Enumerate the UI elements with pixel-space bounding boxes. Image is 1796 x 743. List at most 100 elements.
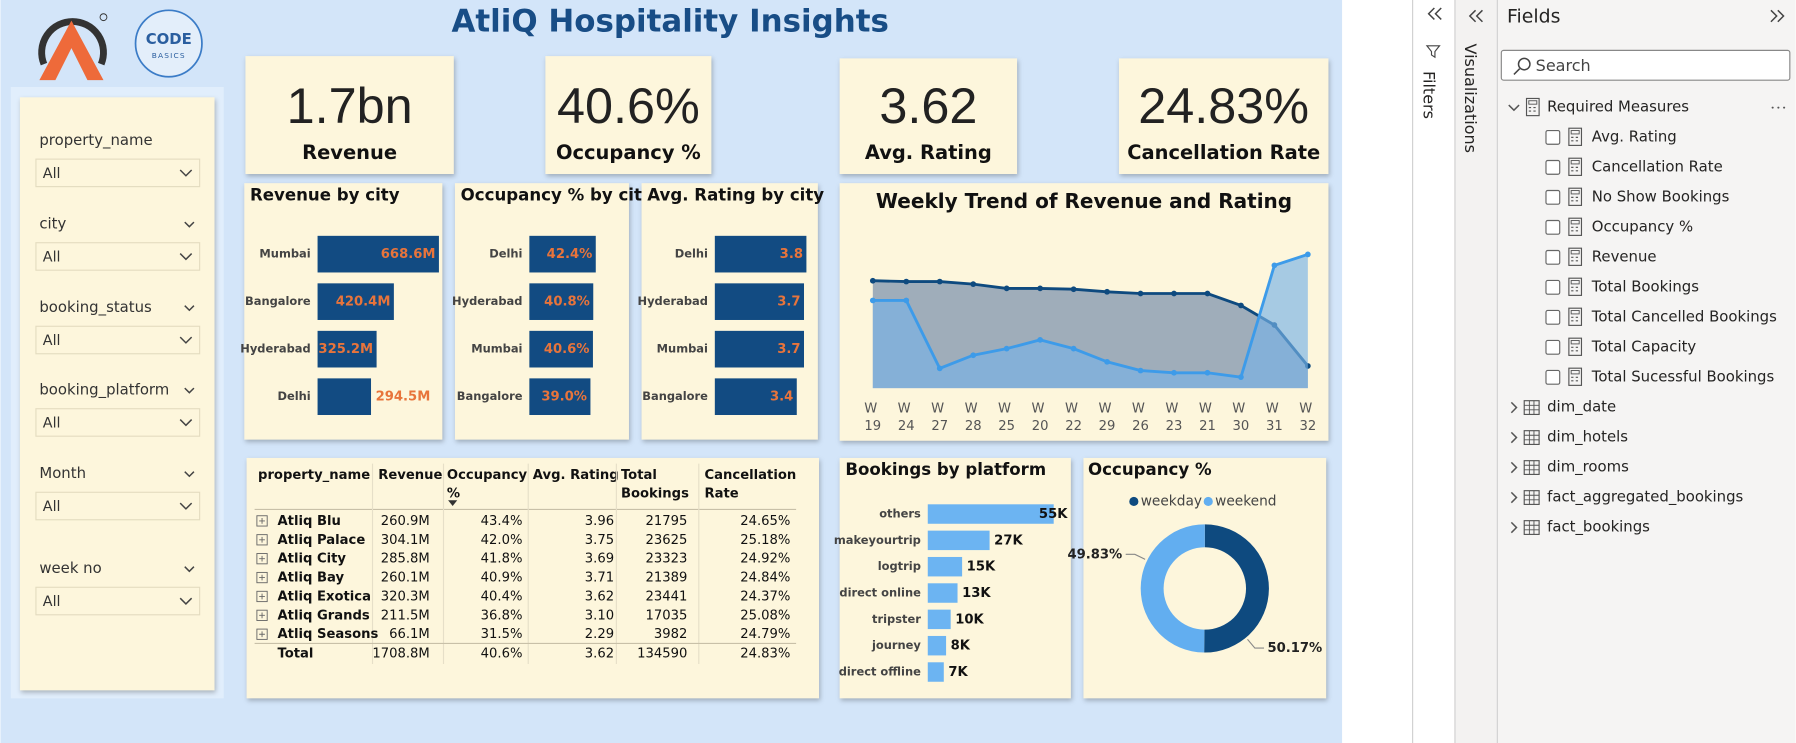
- field-checkbox[interactable]: [1545, 279, 1561, 295]
- more-icon: [1777, 106, 1780, 109]
- legend-marker: [1203, 496, 1213, 507]
- measure-icon: [1568, 127, 1583, 146]
- x-tick-label: W 30: [1232, 402, 1249, 434]
- column-header: Cancellation Rate: [705, 468, 801, 501]
- measure-icon: [1568, 187, 1583, 206]
- expand-icon[interactable]: [256, 590, 268, 603]
- slicer-dropdown[interactable]: [35, 491, 201, 521]
- slicer-dropdown[interactable]: [35, 242, 201, 271]
- table-cell: 24.65%: [740, 514, 790, 529]
- slicer-dropdown[interactable]: [35, 408, 201, 437]
- expand-icon[interactable]: [256, 534, 268, 546]
- measure-icon: [1570, 160, 1580, 165]
- row-header: Atliq Grands: [277, 608, 369, 623]
- slicer-value: All: [43, 250, 61, 266]
- logo-ring: [38, 18, 107, 66]
- table-cell: 21389: [645, 571, 687, 586]
- table-cell: 260.9M: [381, 514, 430, 529]
- collapse-icon: [1434, 7, 1442, 20]
- point: [869, 277, 876, 284]
- chart-title: Occupancy %: [1088, 460, 1212, 479]
- expand-icon[interactable]: [256, 515, 268, 527]
- slicer-value: All: [43, 166, 61, 182]
- slicer-value: All: [43, 333, 61, 349]
- slicer-dropdown[interactable]: [35, 158, 201, 188]
- bar: [529, 378, 591, 416]
- data-label: 49.83%: [1067, 547, 1122, 562]
- table-cell: 211.5M: [381, 608, 430, 623]
- expand-plus: [259, 631, 265, 638]
- tree-toggle: [1510, 491, 1518, 504]
- bar: [927, 583, 958, 603]
- slicer-label: property_name: [39, 131, 152, 149]
- table-icon: [1524, 460, 1540, 475]
- bar: [927, 556, 963, 577]
- table-cell: 36.8%: [481, 608, 523, 623]
- expand-icon[interactable]: [256, 609, 268, 621]
- total-cell: 1708.8M: [372, 647, 429, 662]
- data-label: 40.6%: [544, 342, 590, 357]
- measure-icon: [1568, 337, 1583, 356]
- data-label: 42.4%: [547, 247, 593, 262]
- search-box[interactable]: [1500, 49, 1791, 81]
- row-header: Atliq Exotica: [277, 589, 370, 604]
- slicer-chevron: [179, 502, 193, 510]
- data-label: 27K: [994, 533, 1023, 548]
- kpi-card: [839, 58, 1018, 175]
- x-tick-label: W 21: [1199, 402, 1216, 434]
- field-checkbox[interactable]: [1545, 309, 1561, 325]
- field-checkbox[interactable]: [1545, 189, 1561, 205]
- field-name: Occupancy %: [1592, 217, 1693, 235]
- field-checkbox[interactable]: [1545, 219, 1561, 235]
- logo-text: CODE: [146, 30, 192, 48]
- filters-pane: [1413, 0, 1455, 743]
- x-tick-label: W 29: [1098, 402, 1115, 434]
- slicer-dropdown[interactable]: [35, 586, 201, 616]
- point: [1304, 251, 1311, 258]
- field-checkbox[interactable]: [1545, 369, 1561, 385]
- expand-plus: [259, 612, 265, 619]
- expand-plus: [259, 518, 265, 524]
- slicer-dropdown[interactable]: [35, 325, 201, 355]
- category-label: logtrip: [878, 559, 921, 573]
- field-group: Required Measures: [1547, 98, 1689, 116]
- expand-icon[interactable]: [256, 628, 268, 640]
- tree-toggle: [1508, 104, 1520, 112]
- column-header: Revenue: [378, 468, 442, 483]
- field-name: Cancellation Rate: [1592, 157, 1723, 175]
- slicer-chevron: [179, 597, 193, 605]
- point: [1104, 358, 1110, 365]
- bar: [927, 609, 951, 630]
- point: [1238, 302, 1244, 309]
- category-label: Mumbai: [471, 342, 522, 356]
- kpi-value: 1.7bn: [287, 77, 413, 134]
- chart-title: Bookings by platform: [845, 460, 1046, 479]
- slicer-chevron: [179, 419, 193, 427]
- category-label: tripster: [872, 612, 921, 626]
- more-icon: [1783, 106, 1786, 109]
- point: [903, 297, 910, 304]
- measure-icon: [1570, 220, 1580, 225]
- table-name: fact_aggregated_bookings: [1547, 488, 1743, 506]
- category-label: Bangalore: [457, 389, 523, 403]
- field-checkbox[interactable]: [1545, 129, 1561, 145]
- point: [936, 365, 943, 372]
- expand-icon[interactable]: [256, 553, 268, 565]
- category-label: Delhi: [675, 247, 708, 261]
- data-label: 3.7: [777, 342, 800, 357]
- field-checkbox[interactable]: [1545, 339, 1561, 355]
- row-header: Atliq Palace: [277, 533, 365, 548]
- category-label: makeyourtrip: [834, 533, 921, 547]
- table-cell: 23441: [645, 589, 687, 604]
- search-placeholder: Search: [1536, 56, 1591, 75]
- measure-icon: [1570, 190, 1580, 195]
- field-checkbox[interactable]: [1545, 249, 1561, 265]
- collapse-icon: [1475, 9, 1483, 23]
- slicer-label: city: [39, 214, 66, 232]
- collapse-icon: [1468, 9, 1477, 23]
- field-checkbox[interactable]: [1545, 159, 1561, 175]
- expand-plus: [259, 536, 265, 543]
- table-cell: 23625: [645, 533, 687, 548]
- expand-icon[interactable]: [256, 571, 268, 584]
